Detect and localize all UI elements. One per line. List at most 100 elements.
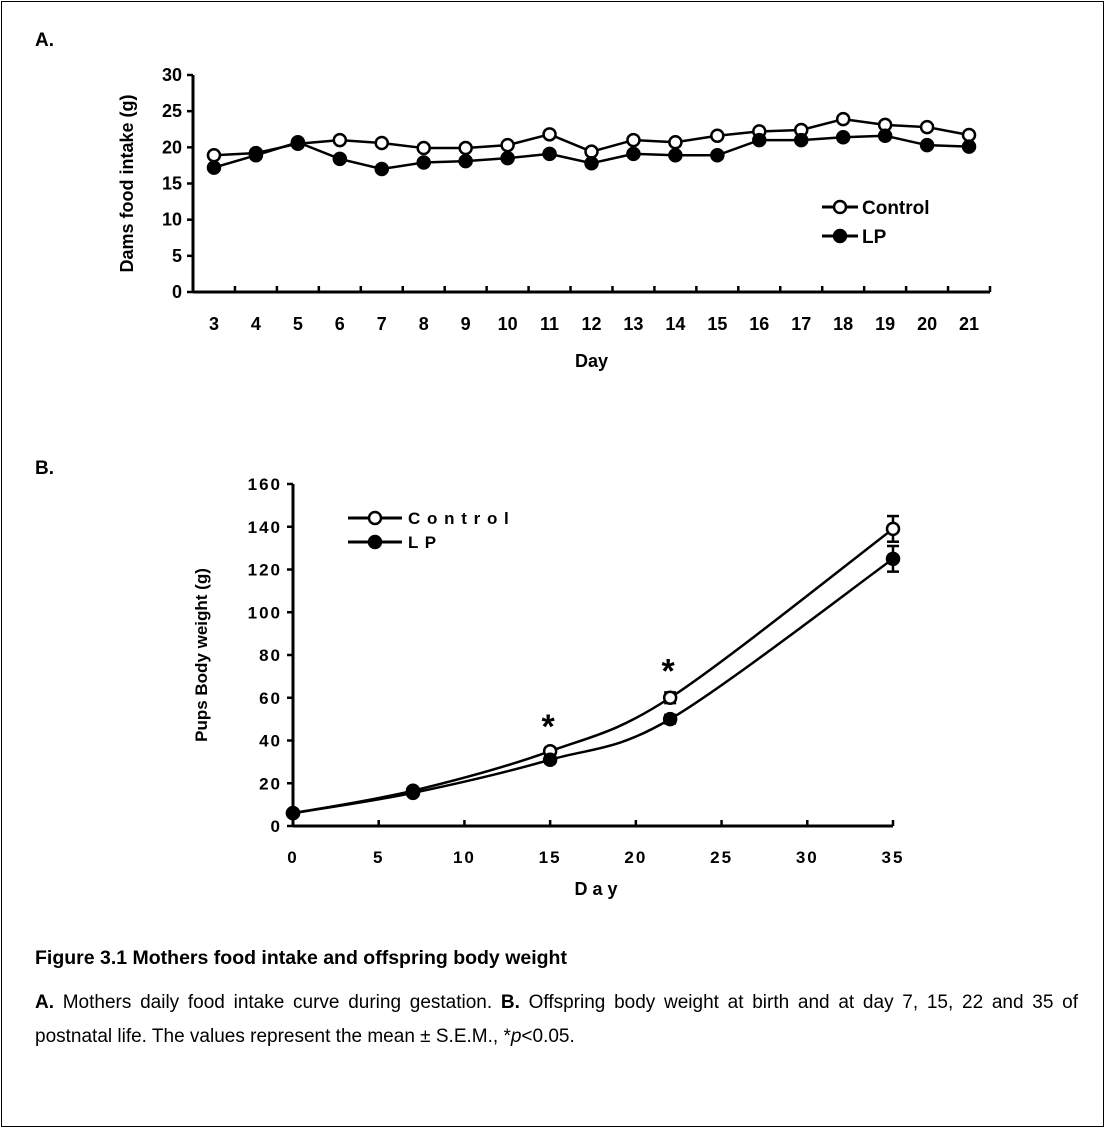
- data-point-lp: [542, 146, 557, 162]
- x-tick-label: 21: [959, 314, 979, 334]
- data-point-lp: [668, 148, 683, 163]
- panel-b-label: B.: [35, 458, 54, 479]
- x-tick-label: 20: [624, 848, 647, 867]
- x-tick-label: 25: [710, 848, 733, 867]
- x-tick-label: 10: [453, 848, 476, 867]
- figure-caption-body: A. Mothers daily food intake curve durin…: [35, 986, 1078, 1054]
- x-tick-label: 15: [539, 848, 562, 867]
- data-point-lp: [877, 128, 893, 144]
- data-point-control: [416, 140, 431, 156]
- y-tick-label: 10: [162, 210, 182, 230]
- data-point-lp: [885, 551, 901, 567]
- chart-a-dams-food-intake: 0 5 10 15 20 25 30 3 4 5 6 7 8 9 10 11 12 13 14 15 16 17 18 19 2…: [117, 65, 992, 371]
- y-tick-label: 40: [259, 732, 282, 751]
- figure-caption-title: Figure 3.1 Mothers food intake and offsp…: [35, 947, 567, 969]
- data-point-lp: [206, 160, 222, 175]
- legend-label-control: C o n t r o l: [408, 509, 510, 528]
- x-tick-label: 14: [665, 314, 685, 334]
- y-tick-label: 140: [248, 518, 282, 537]
- legend-marker-lp: [367, 534, 383, 550]
- data-point-lp: [458, 153, 473, 169]
- y-tick-label: 160: [248, 475, 282, 494]
- data-point-lp: [374, 161, 390, 177]
- caption-star: *: [503, 1026, 511, 1047]
- data-point-control: [885, 521, 901, 537]
- x-axis-title: D a y: [574, 879, 617, 899]
- data-point-control: [626, 132, 641, 148]
- legend-marker-lp: [832, 228, 848, 244]
- data-point-lp: [662, 711, 678, 727]
- x-tick-label: 7: [377, 314, 387, 334]
- y-tick-label: 120: [248, 561, 282, 580]
- y-tick-label: 0: [271, 817, 282, 836]
- legend-marker-control: [832, 199, 848, 215]
- data-point-lp: [584, 155, 599, 171]
- x-tick-label: 6: [335, 314, 345, 334]
- data-point-control: [374, 135, 390, 151]
- x-tick-label: 30: [796, 848, 819, 867]
- y-tick-label: 20: [259, 774, 282, 793]
- x-tick-label: 18: [833, 314, 853, 334]
- caption-a-lead: A.: [35, 992, 54, 1013]
- y-tick-label: 20: [162, 137, 182, 157]
- caption-b-lead: B.: [500, 992, 520, 1013]
- legend-label-lp: L P: [408, 533, 437, 552]
- series-line-control: [292, 527, 894, 815]
- data-point-lp: [332, 151, 348, 167]
- significance-star: *: [542, 708, 556, 746]
- y-axis-title: Pups Body weight (g): [192, 568, 211, 742]
- series-line-lp: [292, 557, 894, 815]
- x-tick-label: 5: [373, 848, 384, 867]
- y-tick-label: 15: [162, 174, 182, 194]
- x-tick-label: 3: [209, 314, 219, 334]
- x-tick-label: 10: [498, 314, 518, 334]
- data-point-control: [332, 132, 348, 148]
- data-point-lp: [500, 150, 515, 166]
- y-axis-title: Dams food intake (g): [117, 94, 137, 272]
- x-tick-label: 19: [875, 314, 895, 334]
- x-tick-label: 16: [749, 314, 769, 334]
- x-tick-label: 11: [540, 314, 559, 334]
- data-point-lp: [542, 752, 558, 767]
- x-axis-title: Day: [575, 351, 608, 371]
- data-point-control: [835, 111, 851, 127]
- significance-star: *: [662, 652, 676, 690]
- x-tick-label: 35: [882, 848, 905, 867]
- x-tick-label: 4: [251, 314, 261, 334]
- x-tick-label: 15: [707, 314, 727, 334]
- data-point-lp: [626, 146, 641, 162]
- panel-a-label: A.: [35, 30, 54, 51]
- legend-label-lp: LP: [862, 227, 887, 248]
- x-tick-label: 12: [581, 314, 601, 334]
- data-point-lp: [793, 132, 809, 148]
- data-point-lp: [285, 805, 301, 821]
- x-tick-label: 13: [623, 314, 643, 334]
- data-point-lp: [835, 129, 851, 145]
- data-point-lp: [405, 785, 421, 801]
- caption-p: p: [510, 1026, 522, 1047]
- y-tick-label: 25: [162, 101, 182, 121]
- y-tick-label: 60: [259, 689, 282, 708]
- data-point-lp: [416, 155, 431, 170]
- y-tick-label: 30: [162, 65, 182, 85]
- y-tick-label: 5: [172, 246, 182, 266]
- data-point-lp: [919, 137, 935, 153]
- y-tick-label: 80: [259, 646, 282, 665]
- data-point-lp: [248, 148, 264, 163]
- x-tick-label: 5: [293, 314, 303, 334]
- x-tick-label: 8: [419, 314, 429, 334]
- legend-marker-control: [367, 510, 383, 526]
- caption-a-text: Mothers daily food intake curve during g…: [54, 992, 501, 1013]
- chart-b-pups-body-weight: 0 20 40 60 80 100 120 140 160 0 5 10 15 20 25 30 35 D a y…: [192, 475, 905, 899]
- x-tick-label: 20: [917, 314, 937, 334]
- data-point-lp: [710, 148, 725, 163]
- x-tick-label: 17: [791, 314, 811, 334]
- legend-label-control: Control: [862, 198, 930, 219]
- data-point-control: [662, 690, 678, 705]
- data-point-lp: [290, 135, 306, 150]
- caption-p-rest: <0.05.: [521, 1026, 575, 1047]
- data-point-lp: [752, 132, 767, 148]
- caption-b-text: Offspring body weight at birth and at da…: [35, 992, 1079, 1047]
- data-point-control: [710, 128, 725, 144]
